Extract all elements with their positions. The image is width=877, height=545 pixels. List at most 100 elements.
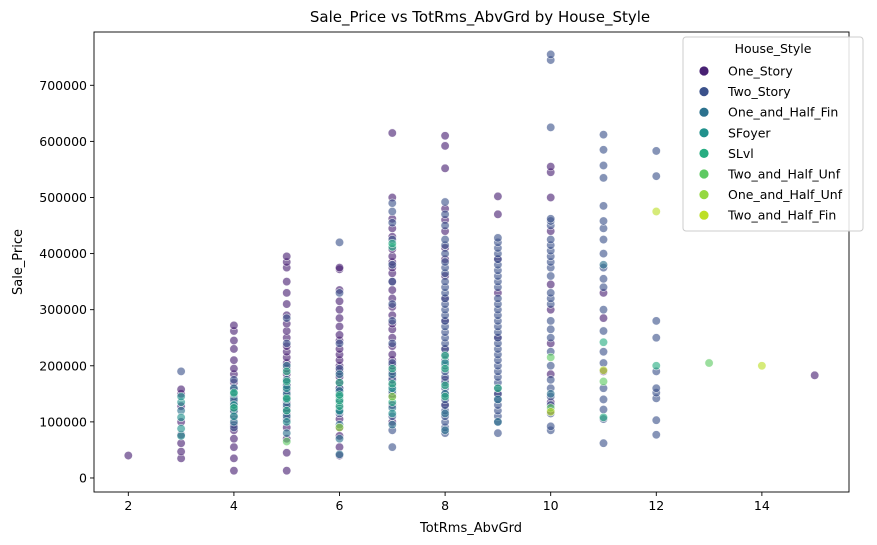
data-point: [229, 442, 239, 452]
data-point: [598, 337, 608, 347]
legend-entry-label: Two_and_Half_Fin: [727, 208, 836, 223]
data-point: [598, 347, 608, 357]
data-point: [387, 379, 397, 389]
data-point: [598, 274, 608, 284]
data-point: [387, 350, 397, 360]
data-point: [546, 192, 556, 202]
data-point: [440, 392, 450, 402]
data-point: [810, 370, 820, 380]
data-point: [229, 320, 239, 330]
data-point: [335, 313, 345, 323]
y-axis: 0 100000 200000 300000 400000 500000 600000 700…: [39, 78, 94, 485]
data-point: [176, 366, 186, 376]
plot-frame: [93, 31, 850, 493]
legend-entries: One_Story Two_Story One_and_Half_Fin SFoyer…: [699, 64, 843, 223]
data-point: [387, 408, 397, 418]
data-point: [493, 233, 503, 243]
data-point: [335, 330, 345, 340]
data-point: [598, 235, 608, 245]
data-point: [229, 364, 239, 374]
legend-marker: [699, 148, 709, 158]
series-two-story: [176, 49, 661, 452]
data-point: [282, 277, 292, 287]
data-point: [335, 449, 345, 459]
data-point: [282, 313, 292, 323]
data-point: [229, 403, 239, 413]
legend-entry-label: Two_Story: [727, 84, 791, 99]
series-two-and-half-fin: [546, 207, 767, 417]
x-axis-label: TotRms_AbvGrd: [419, 521, 522, 536]
data-point: [229, 453, 239, 463]
data-point: [493, 293, 503, 303]
y-axis-label: Sale_Price: [11, 229, 26, 295]
data-point: [598, 173, 608, 183]
series-one-and-half-unf: [335, 392, 397, 432]
data-point: [598, 260, 608, 270]
data-point: [598, 282, 608, 292]
data-point: [651, 171, 661, 181]
data-point: [387, 198, 397, 208]
data-point: [546, 49, 556, 59]
data-point: [282, 338, 292, 348]
data-point: [229, 466, 239, 476]
x-tick-label: 2: [124, 498, 132, 513]
data-point: [282, 406, 292, 416]
data-point: [598, 216, 608, 226]
data-point: [387, 218, 397, 228]
data-point: [651, 361, 661, 371]
data-point: [598, 394, 608, 404]
data-point: [440, 197, 450, 207]
data-point: [440, 425, 450, 435]
data-point: [282, 466, 292, 476]
data-point: [493, 428, 503, 438]
data-point: [440, 380, 450, 390]
data-point: [387, 299, 397, 309]
data-point: [335, 263, 345, 273]
data-point: [598, 438, 608, 448]
data-point: [440, 257, 450, 267]
data-point: [546, 288, 556, 298]
data-point: [229, 375, 239, 385]
data-point: [546, 389, 556, 399]
data-point: [546, 421, 556, 431]
data-point: [176, 447, 186, 457]
data-point: [651, 430, 661, 440]
data-point: [546, 122, 556, 132]
data-point: [335, 378, 345, 388]
data-point: [229, 434, 239, 444]
data-point: [598, 376, 608, 386]
data-point: [493, 209, 503, 219]
data-point: [440, 408, 450, 418]
data-point: [546, 271, 556, 281]
data-point: [282, 376, 292, 386]
data-point: [282, 366, 292, 376]
data-point: [651, 146, 661, 156]
data-point: [282, 448, 292, 458]
data-point: [598, 412, 608, 422]
y-tick-label: 100000: [39, 414, 87, 429]
legend-entry-label: One_and_Half_Unf: [728, 187, 843, 202]
data-point: [387, 364, 397, 374]
data-point: [598, 201, 608, 211]
data-point: [598, 130, 608, 140]
x-tick-label: 8: [441, 498, 449, 513]
data-point: [387, 238, 397, 248]
data-point: [598, 313, 608, 323]
y-tick-label: 0: [79, 470, 87, 485]
data-point: [387, 277, 397, 287]
legend-entry-label: Two_and_Half_Unf: [727, 167, 841, 182]
data-point: [282, 288, 292, 298]
legend: House_Style One_Story Two_Story One_and_Ha…: [682, 36, 864, 232]
data-point: [546, 333, 556, 343]
data-point: [598, 161, 608, 171]
series-two-and-half-unf: [282, 352, 714, 447]
data-point: [598, 405, 608, 415]
y-tick-label: 300000: [39, 302, 87, 317]
data-point: [282, 393, 292, 403]
data-point: [546, 352, 556, 362]
legend-title: House_Style: [735, 41, 812, 56]
legend-entry-label: One_Story: [728, 64, 793, 79]
data-point: [335, 390, 345, 400]
legend-box: [682, 36, 864, 232]
